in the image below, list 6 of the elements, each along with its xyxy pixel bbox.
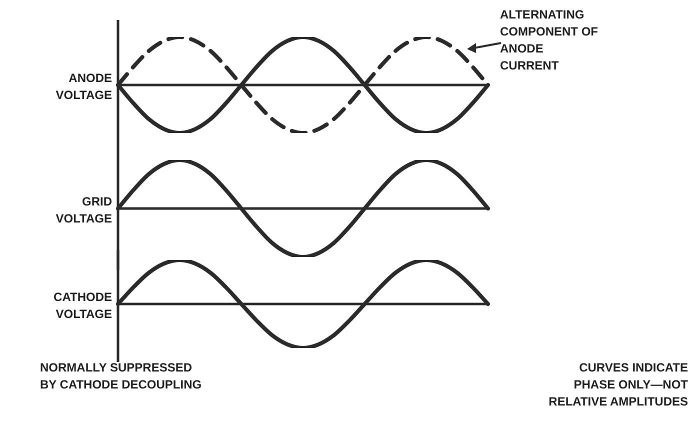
y-axis-title: ANODE VOLTAGE <box>56 70 112 102</box>
text: ALTERNATING COMPONENT OF ANODE CURRENT <box>500 7 598 72</box>
y-axis-title: CATHODE VOLTAGE <box>54 290 112 321</box>
y-axis-title: GRID VOLTAGE <box>56 194 112 226</box>
text: NORMALLY SUPPRESSED BY CATHODE DECOUPLING <box>40 360 202 392</box>
text: CURVES INDICATE PHASE ONLY—NOT RELATIVE AMPLITUDES <box>548 360 689 408</box>
